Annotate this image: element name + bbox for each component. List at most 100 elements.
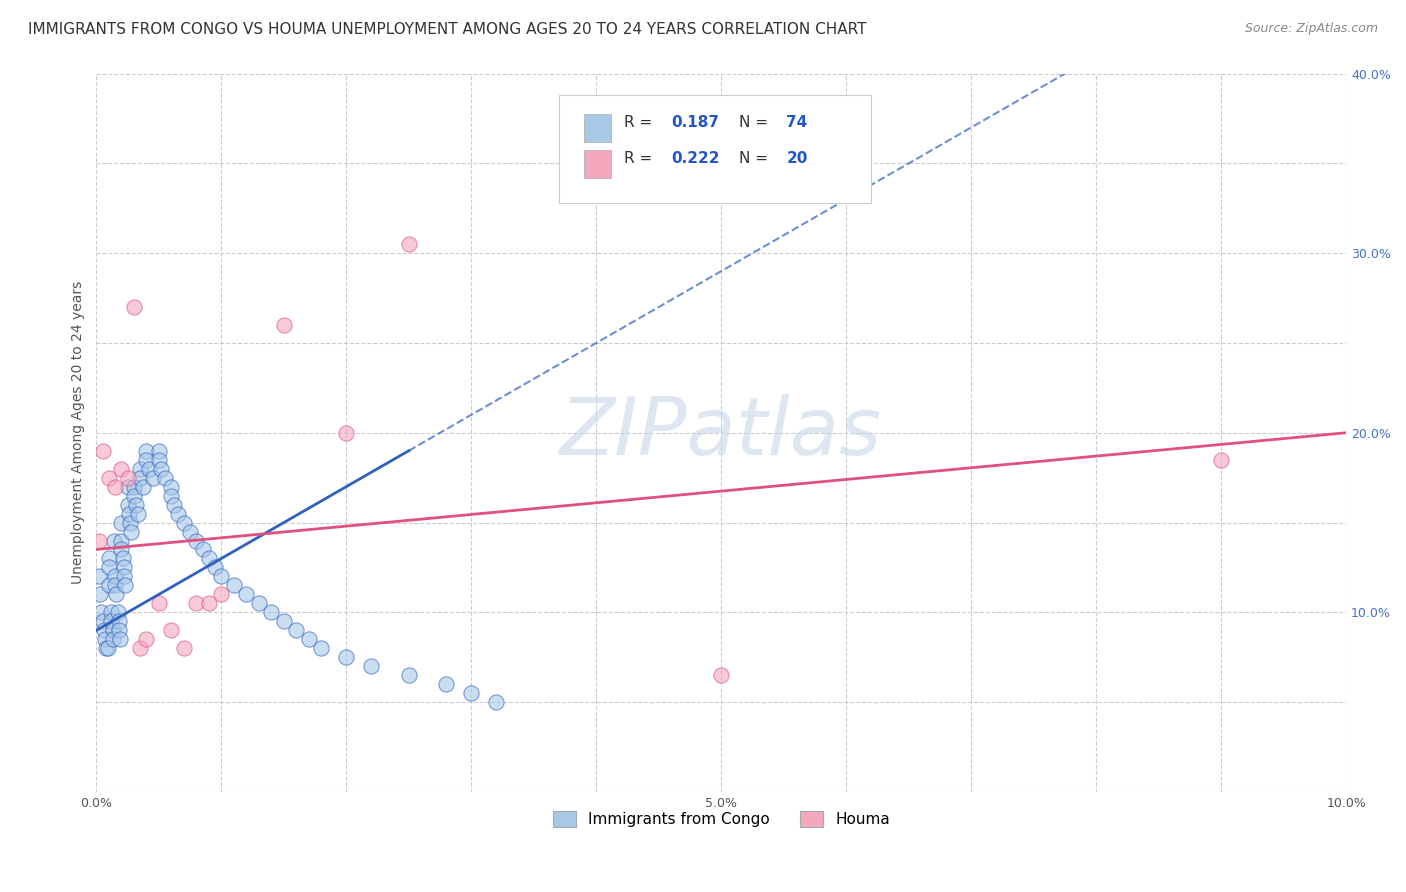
Point bbox=[173, 641, 195, 656]
Point bbox=[186, 533, 208, 548]
Point bbox=[87, 569, 110, 583]
Point bbox=[117, 470, 139, 484]
Point bbox=[204, 560, 226, 574]
Point bbox=[173, 516, 195, 530]
Point bbox=[105, 587, 128, 601]
Point bbox=[398, 668, 420, 682]
Point bbox=[160, 624, 183, 638]
Point bbox=[160, 489, 183, 503]
Point bbox=[160, 480, 183, 494]
Point bbox=[335, 650, 357, 665]
Text: R =: R = bbox=[624, 151, 657, 166]
Point bbox=[285, 624, 308, 638]
Point bbox=[101, 624, 124, 638]
Point bbox=[129, 641, 152, 656]
Point bbox=[179, 524, 201, 539]
Point bbox=[131, 480, 153, 494]
Point bbox=[153, 470, 176, 484]
Text: N =: N = bbox=[738, 115, 773, 130]
Point bbox=[104, 569, 127, 583]
Point bbox=[122, 480, 145, 494]
Point bbox=[97, 641, 120, 656]
Text: 74: 74 bbox=[786, 115, 807, 130]
Point bbox=[108, 615, 131, 629]
Point bbox=[108, 632, 131, 647]
Point bbox=[91, 615, 114, 629]
Point bbox=[434, 677, 457, 691]
Point bbox=[117, 480, 139, 494]
Point bbox=[163, 498, 186, 512]
Point bbox=[235, 587, 257, 601]
Point bbox=[1211, 452, 1233, 467]
Point bbox=[148, 443, 170, 458]
Point bbox=[485, 695, 508, 709]
Point bbox=[311, 641, 333, 656]
Point bbox=[100, 605, 122, 619]
Point bbox=[108, 624, 131, 638]
Point bbox=[111, 551, 134, 566]
Point bbox=[97, 560, 120, 574]
Text: 0.222: 0.222 bbox=[671, 151, 720, 166]
Point bbox=[114, 578, 136, 592]
Point bbox=[209, 587, 232, 601]
Point bbox=[138, 461, 160, 475]
Point bbox=[104, 480, 127, 494]
Point bbox=[122, 489, 145, 503]
Point bbox=[142, 470, 165, 484]
Point bbox=[135, 452, 157, 467]
Point bbox=[129, 470, 152, 484]
Text: ZIPatlas: ZIPatlas bbox=[560, 393, 883, 472]
FancyBboxPatch shape bbox=[583, 151, 612, 178]
Point bbox=[112, 560, 135, 574]
Point bbox=[198, 551, 221, 566]
Point bbox=[96, 641, 118, 656]
Point bbox=[120, 524, 142, 539]
Point bbox=[135, 443, 157, 458]
Point bbox=[110, 542, 132, 557]
Text: 20: 20 bbox=[786, 151, 807, 166]
Point bbox=[112, 569, 135, 583]
Y-axis label: Unemployment Among Ages 20 to 24 years: Unemployment Among Ages 20 to 24 years bbox=[72, 281, 86, 584]
Point bbox=[110, 461, 132, 475]
Point bbox=[103, 533, 125, 548]
Point bbox=[110, 516, 132, 530]
Point bbox=[90, 605, 112, 619]
Text: N =: N = bbox=[738, 151, 773, 166]
Point bbox=[118, 507, 141, 521]
Point bbox=[127, 507, 149, 521]
Point bbox=[89, 587, 111, 601]
Legend: Immigrants from Congo, Houma: Immigrants from Congo, Houma bbox=[546, 804, 897, 835]
Point bbox=[148, 596, 170, 610]
Point bbox=[166, 507, 188, 521]
Point bbox=[260, 605, 283, 619]
Point bbox=[97, 470, 120, 484]
Point bbox=[97, 551, 120, 566]
Point bbox=[97, 578, 120, 592]
Point bbox=[273, 318, 295, 332]
Point bbox=[150, 461, 173, 475]
Point bbox=[129, 461, 152, 475]
Point bbox=[107, 605, 129, 619]
Point bbox=[335, 425, 357, 440]
Point bbox=[110, 533, 132, 548]
Point bbox=[148, 452, 170, 467]
FancyBboxPatch shape bbox=[558, 95, 872, 202]
FancyBboxPatch shape bbox=[583, 114, 612, 142]
Point bbox=[298, 632, 321, 647]
Point bbox=[104, 578, 127, 592]
Point bbox=[125, 498, 148, 512]
Point bbox=[94, 632, 117, 647]
Text: IMMIGRANTS FROM CONGO VS HOUMA UNEMPLOYMENT AMONG AGES 20 TO 24 YEARS CORRELATIO: IMMIGRANTS FROM CONGO VS HOUMA UNEMPLOYM… bbox=[28, 22, 866, 37]
Text: 0.187: 0.187 bbox=[671, 115, 720, 130]
Point bbox=[191, 542, 214, 557]
Point bbox=[93, 624, 115, 638]
Point bbox=[209, 569, 232, 583]
Point bbox=[710, 668, 733, 682]
Point bbox=[117, 498, 139, 512]
Point bbox=[273, 615, 295, 629]
Point bbox=[101, 632, 124, 647]
Point bbox=[100, 615, 122, 629]
Point bbox=[135, 632, 157, 647]
Point bbox=[91, 443, 114, 458]
Point bbox=[87, 533, 110, 548]
